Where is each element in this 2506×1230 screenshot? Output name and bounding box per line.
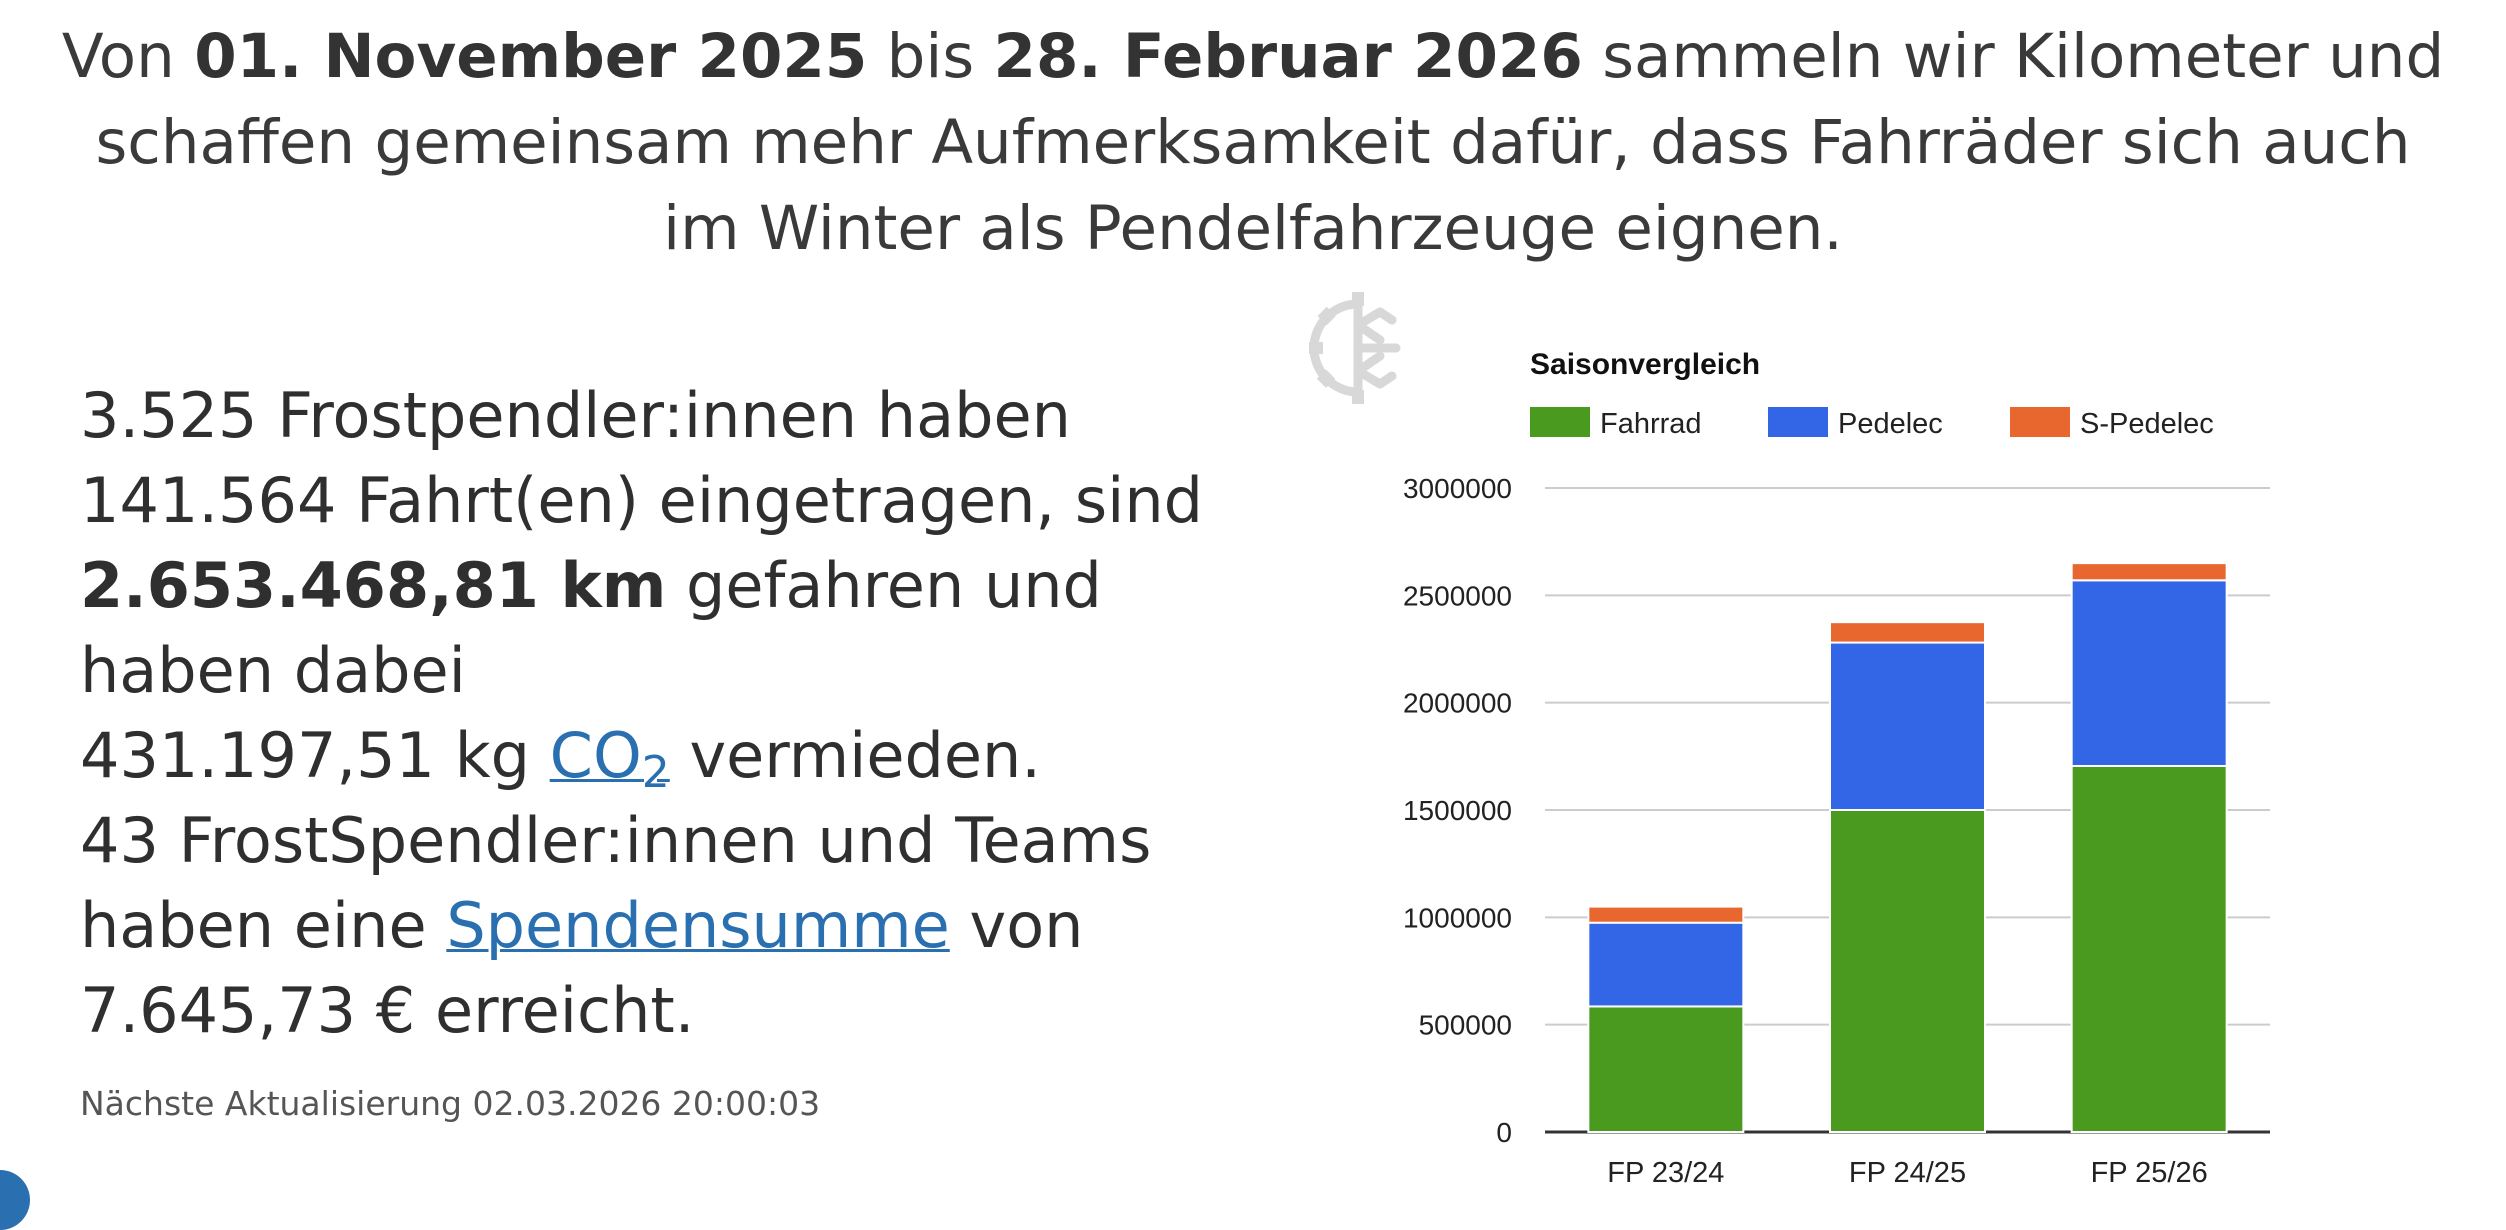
y-tick-label: 1000000	[1403, 902, 1512, 933]
legend-swatch-1	[1768, 407, 1828, 437]
donation-line: 43 FrostSpendler:innen und Teams haben e…	[80, 804, 1152, 962]
trips-line: 141.564 Fahrt(en) eingetragen, sind	[80, 464, 1204, 537]
participants-count: 3.525	[80, 379, 258, 452]
x-tick-label: FP 25/26	[2091, 1157, 2208, 1189]
km-line: 2.653.468,81 km gefahren und haben dabei	[80, 549, 1102, 707]
corner-button[interactable]	[0, 1170, 30, 1230]
bar-fahrrad-0	[1587, 1005, 1745, 1133]
y-tick-label: 2500000	[1403, 580, 1512, 611]
donation-total-line: 7.645,73 € erreicht.	[80, 968, 1210, 1053]
intro-middle: bis	[867, 21, 994, 92]
donation-link[interactable]: Spendensumme	[446, 889, 950, 962]
legend-swatch-0	[1530, 407, 1590, 437]
y-tick-label: 0	[1496, 1117, 1512, 1148]
y-tick-label: 1500000	[1403, 795, 1512, 826]
donation-total: 7.645,73 € erreicht.	[80, 974, 695, 1047]
statistics-text: 3.525 Frostpendler:innen haben 141.564 F…	[80, 373, 1210, 1053]
y-tick-label: 2000000	[1403, 688, 1512, 719]
intro-end-date: 28. Februar 2026	[993, 21, 1583, 92]
participants-line: 3.525 Frostpendler:innen haben	[80, 379, 1071, 452]
bar-pedelec-2	[2070, 579, 2228, 767]
bar-fahrrad-2	[2070, 764, 2228, 1133]
bar-s-pedelec-0	[1587, 905, 1745, 924]
y-tick-label: 3000000	[1403, 473, 1512, 504]
trips-count: 141.564	[80, 464, 337, 537]
next-update-timestamp: Nächste Aktualisierung 02.03.2026 20:00:…	[80, 1084, 821, 1123]
season-comparison-chart: Saisonvergleich Fahrrad Pedelec S-Pedelec 0 5…	[1330, 340, 2330, 1204]
co2-line: 431.197,51 kg CO2 vermieden.	[80, 719, 1041, 798]
bar-pedelec-0	[1587, 921, 1745, 1008]
snowflake-gear-icon	[1300, 290, 1416, 406]
intro-prefix: Von	[61, 21, 195, 92]
intro-rest: sammeln wir Kilometer und schaffen gemei…	[95, 21, 2445, 264]
chart-title: Saisonvergleich	[1530, 348, 1760, 381]
co2-link[interactable]: CO2	[549, 719, 670, 798]
x-tick-label: FP 24/25	[1849, 1157, 1966, 1189]
x-tick-label: FP 23/24	[1607, 1157, 1724, 1189]
bar-fahrrad-1	[1829, 809, 1986, 1133]
intro-paragraph: Von 01. November 2025 bis 28. Februar 20…	[60, 14, 2446, 272]
legend-label-0: Fahrrad	[1600, 408, 1702, 440]
km-total: 2.653.468,81 km	[80, 549, 667, 622]
chart-canvas: Saisonvergleich Fahrrad Pedelec S-Pedelec 0 5…	[1403, 348, 2270, 1189]
y-tick-label: 500000	[1419, 1010, 1512, 1041]
intro-start-date: 01. November 2025	[194, 21, 868, 92]
bar-s-pedelec-2	[2070, 562, 2228, 582]
legend-label-2: S-Pedelec	[2080, 408, 2214, 440]
legend-swatch-2	[2010, 407, 2070, 437]
legend-label-1: Pedelec	[1838, 408, 1943, 440]
bar-s-pedelec-1	[1829, 621, 1986, 644]
co2-saved: 431.197,51 kg	[80, 719, 550, 792]
bar-pedelec-1	[1829, 641, 1986, 811]
